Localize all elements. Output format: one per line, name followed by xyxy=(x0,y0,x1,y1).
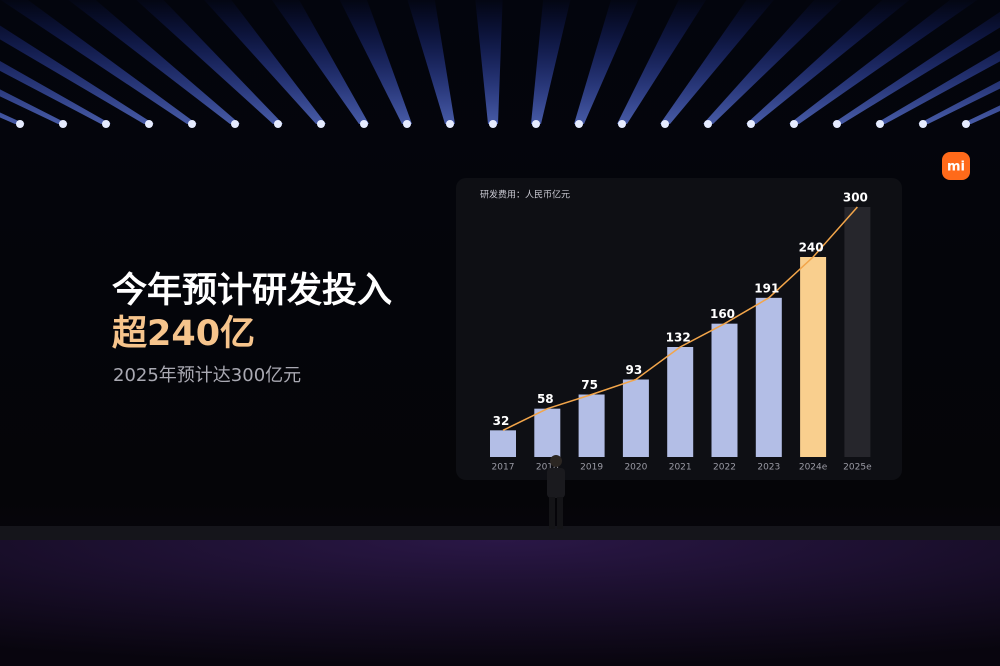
light-beam xyxy=(339,0,412,124)
spotlight xyxy=(317,120,325,128)
x-tick-label: 2023 xyxy=(757,463,780,473)
presenter xyxy=(547,455,565,529)
data-label: 132 xyxy=(666,331,691,345)
light-beam xyxy=(875,50,1000,124)
light-beam xyxy=(0,0,197,124)
light-beam xyxy=(68,0,240,124)
light-beam xyxy=(746,0,910,124)
spotlight xyxy=(360,120,368,128)
x-tick-label: 2019 xyxy=(580,463,603,473)
presenter-leg xyxy=(549,497,555,529)
light-beam xyxy=(407,0,455,124)
bar xyxy=(755,297,782,457)
light-beam xyxy=(617,0,707,124)
spotlight xyxy=(102,120,110,128)
bar xyxy=(622,379,649,457)
data-label: 32 xyxy=(493,414,510,428)
presenter-head xyxy=(550,455,562,467)
spotlight xyxy=(833,120,841,128)
spotlight xyxy=(661,120,669,128)
spotlight xyxy=(489,120,497,128)
bar xyxy=(490,430,516,457)
light-beam xyxy=(531,0,571,124)
light-beam xyxy=(918,80,1000,124)
bar xyxy=(578,394,605,457)
heading: 今年预计研发投入 xyxy=(112,271,392,311)
chart-title: 研发费用：人民币亿元 xyxy=(480,189,570,201)
spotlight xyxy=(747,120,755,128)
data-label: 300 xyxy=(843,191,868,205)
light-beam xyxy=(0,89,68,124)
light-beam xyxy=(574,0,639,124)
x-tick-label: 2020 xyxy=(624,463,647,473)
spotlight xyxy=(618,120,626,128)
logo-badge xyxy=(942,152,970,180)
spotlight xyxy=(403,120,411,128)
light-beam xyxy=(475,0,503,124)
data-label: 58 xyxy=(537,392,554,406)
x-tick-label: 2025e xyxy=(843,463,872,473)
spotlight xyxy=(274,120,282,128)
light-beam xyxy=(204,0,326,124)
data-label: 93 xyxy=(626,363,643,377)
spotlight xyxy=(145,120,153,128)
light-beam xyxy=(271,0,369,124)
data-label: 240 xyxy=(799,241,824,255)
bar xyxy=(800,257,827,457)
presenter-body xyxy=(547,468,565,498)
light-beam xyxy=(832,11,1000,124)
x-tick-label: 2021 xyxy=(669,463,692,473)
data-label: 191 xyxy=(754,281,779,295)
spotlight xyxy=(16,120,24,128)
spotlight xyxy=(59,120,67,128)
bar xyxy=(534,408,561,457)
spotlight xyxy=(446,120,454,128)
spotlight xyxy=(962,120,970,128)
spotlight xyxy=(704,120,712,128)
light-rig xyxy=(0,0,1000,128)
light-beam xyxy=(660,0,774,124)
light-beam xyxy=(0,112,25,124)
bar xyxy=(711,323,738,457)
chart-panel xyxy=(456,178,902,480)
spotlight xyxy=(575,120,583,128)
spotlight xyxy=(532,120,540,128)
subheading: 2025年预计达300亿元 xyxy=(113,365,301,386)
x-tick-label: 2017 xyxy=(492,463,515,473)
light-beam xyxy=(136,0,283,124)
spotlight xyxy=(188,120,196,128)
x-tick-label: 2022 xyxy=(713,463,736,473)
x-tick-label: 2018 xyxy=(536,463,559,473)
chart: 2017 2018 2019 2020 2021 2022 2023 2024e 2025e 32… xyxy=(490,191,872,473)
light-beam xyxy=(0,61,111,124)
light-beam xyxy=(703,0,842,124)
spotlight xyxy=(876,120,884,128)
spotlight xyxy=(790,120,798,128)
light-beam xyxy=(961,105,1000,124)
audience xyxy=(0,540,1000,666)
spotlight xyxy=(919,120,927,128)
bar xyxy=(667,347,694,457)
logo: mi xyxy=(947,160,965,175)
x-tick-label: 2024e xyxy=(799,463,828,473)
light-beam xyxy=(0,25,154,124)
stage-floor xyxy=(0,526,1000,540)
bar xyxy=(844,207,871,457)
spotlight xyxy=(231,120,239,128)
data-label: 75 xyxy=(581,378,598,392)
light-beam xyxy=(789,0,978,124)
data-label: 160 xyxy=(710,307,735,321)
presenter-leg xyxy=(557,497,563,529)
highlight: 超240亿 xyxy=(112,314,255,354)
trend-line xyxy=(502,206,858,432)
